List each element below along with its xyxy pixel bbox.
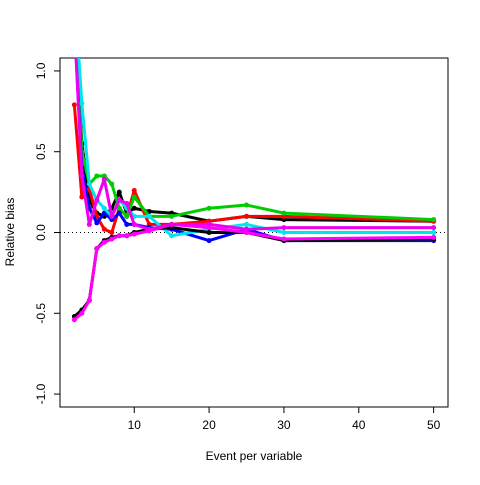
data-point [124, 200, 130, 206]
series-line [73, 222, 434, 321]
data-point [116, 205, 122, 211]
data-point [244, 213, 250, 219]
plot-area [60, 4, 448, 323]
data-point [101, 226, 107, 232]
data-point [146, 226, 152, 232]
y-tick-label: 1.0 [34, 62, 48, 79]
data-point [72, 4, 77, 9]
data-point [244, 226, 250, 232]
data-point [109, 230, 115, 235]
data-point [116, 233, 122, 239]
data-point [244, 202, 250, 208]
series-line [74, 58, 434, 231]
series-line [76, 58, 434, 222]
data-point [79, 310, 85, 316]
data-point [206, 205, 212, 211]
data-point [94, 246, 100, 252]
data-point [169, 213, 175, 219]
data-point [79, 100, 85, 106]
data-point [124, 233, 130, 239]
data-point [116, 197, 122, 203]
data-point [131, 187, 137, 193]
y-tick-label: -0.5 [34, 303, 48, 324]
data-point [101, 210, 107, 216]
data-point [169, 233, 175, 239]
series-line [77, 58, 434, 238]
data-point [124, 221, 130, 227]
data-point [101, 205, 107, 211]
data-point [72, 20, 77, 25]
data-point [244, 221, 250, 227]
data-point [131, 194, 137, 200]
data-point [72, 20, 77, 25]
x-tick-label: 40 [352, 418, 366, 432]
x-axis-label: Event per variable [206, 449, 303, 463]
data-point [146, 213, 152, 219]
x-tick-label: 50 [427, 418, 441, 432]
data-point [71, 102, 77, 108]
data-point [131, 231, 137, 237]
data-point [101, 239, 107, 245]
data-point [101, 176, 107, 182]
data-point [94, 197, 100, 203]
data-point [206, 230, 212, 235]
data-point [116, 189, 122, 195]
x-tick-label: 10 [128, 418, 142, 432]
data-point [431, 234, 437, 240]
data-point [86, 297, 92, 303]
data-point [71, 317, 77, 323]
data-point [79, 173, 85, 179]
data-point [109, 181, 115, 187]
y-tick-label: 0.5 [34, 143, 48, 160]
data-point [79, 194, 85, 200]
data-point [131, 205, 137, 211]
data-point [94, 173, 100, 179]
data-point [131, 221, 137, 227]
data-point [124, 213, 130, 219]
data-point [431, 217, 437, 223]
y-tick-label: -1.0 [34, 383, 48, 404]
y-axis-label: Relative bias [3, 198, 17, 267]
data-point [206, 221, 212, 227]
data-point [169, 221, 175, 227]
data-point [116, 210, 122, 216]
series-line [73, 226, 434, 318]
data-point [281, 225, 287, 231]
data-point [86, 181, 92, 187]
x-tick-label: 30 [277, 418, 291, 432]
y-tick-label: 0.0 [34, 224, 48, 241]
data-point [94, 220, 100, 226]
x-tick-label: 20 [202, 418, 216, 432]
data-point [281, 236, 287, 242]
data-point [206, 238, 212, 244]
data-point [431, 225, 437, 231]
data-point [109, 213, 115, 219]
data-point [86, 221, 92, 227]
data-point [281, 210, 287, 216]
series-line [75, 58, 434, 223]
data-point [431, 230, 437, 235]
data-point [281, 230, 287, 235]
data-point [109, 236, 115, 242]
